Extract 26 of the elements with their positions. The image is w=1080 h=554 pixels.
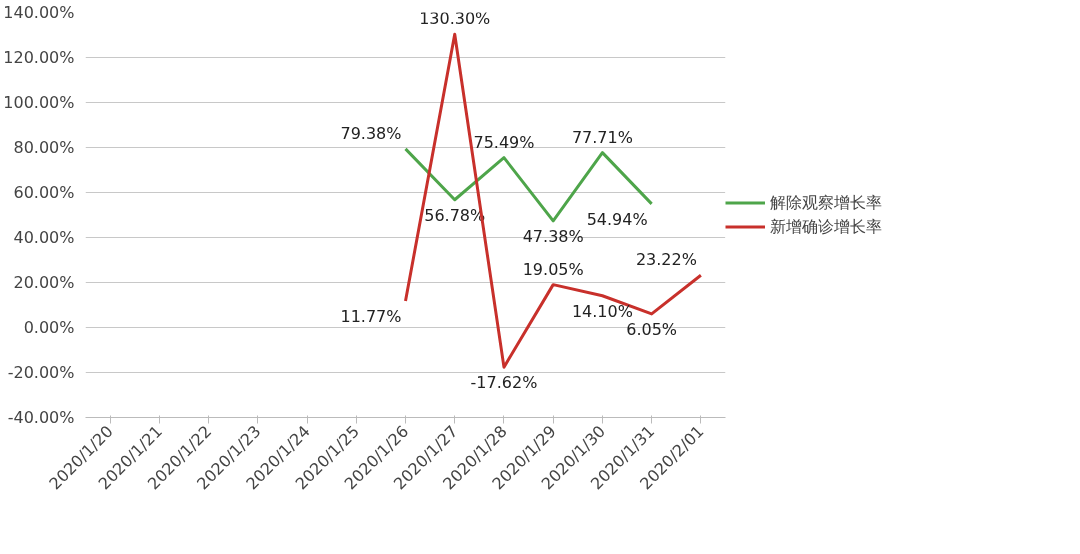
y-tick-label: 100.00%	[3, 93, 75, 112]
legend-label: 新增确诊增长率	[770, 216, 882, 237]
y-tick-label: 120.00%	[3, 48, 75, 67]
data-label: -17.62%	[470, 373, 538, 393]
y-tick-label: 140.00%	[3, 3, 75, 22]
data-label: 130.30%	[419, 9, 491, 29]
data-label: 6.05%	[626, 319, 678, 339]
y-tick-label: -40.00%	[7, 408, 75, 427]
y-tick-label: 40.00%	[13, 228, 75, 247]
data-label: 47.38%	[522, 226, 584, 246]
data-label: 75.49%	[473, 132, 535, 152]
y-tick-label: 0.00%	[23, 318, 75, 337]
legend-label: 解除观察增长率	[770, 192, 882, 213]
data-label: 14.10%	[571, 301, 633, 321]
line-series	[404, 147, 654, 223]
y-tick-label: 60.00%	[13, 183, 75, 202]
data-label: 77.71%	[571, 127, 633, 147]
data-label: 79.38%	[340, 123, 402, 143]
data-label: 11.77%	[340, 307, 402, 327]
y-tick-label: -20.00%	[7, 363, 75, 382]
y-tick-label: 80.00%	[13, 138, 75, 157]
data-label: 23.22%	[635, 250, 697, 270]
data-label: 54.94%	[586, 209, 648, 229]
data-label: 19.05%	[522, 259, 584, 279]
y-tick-label: 20.00%	[13, 273, 75, 292]
line-series	[404, 32, 703, 369]
